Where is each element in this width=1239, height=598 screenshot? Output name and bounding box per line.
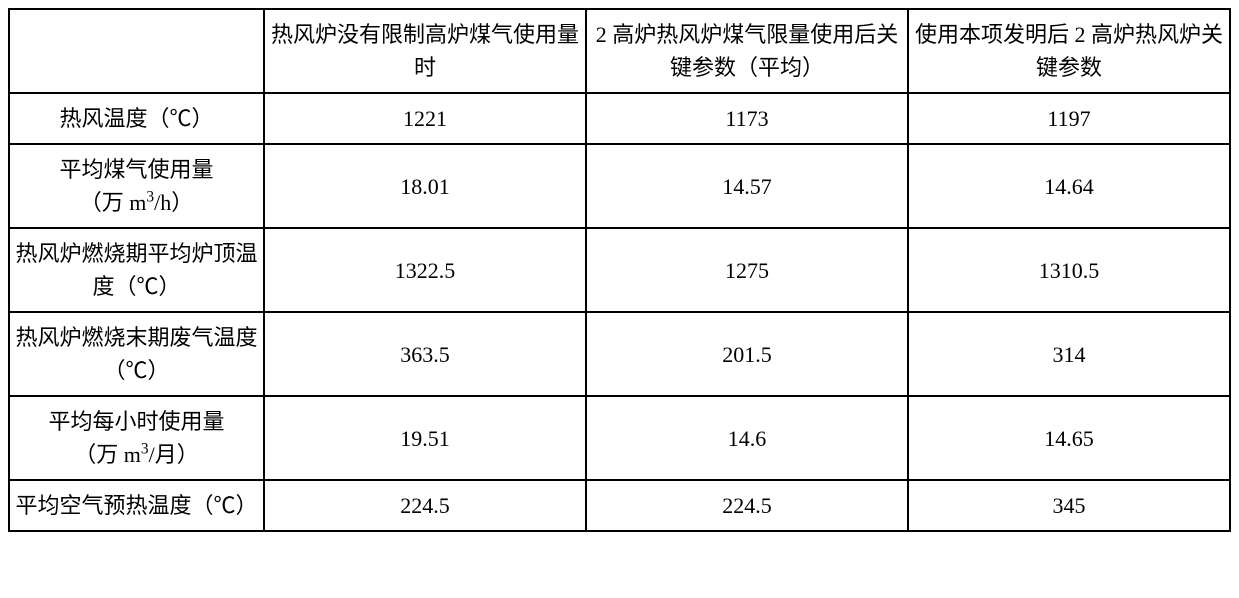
cell-5-1: 224.5: [586, 480, 908, 531]
cell-0-0: 1221: [264, 93, 586, 144]
table-row: 热风炉燃烧期平均炉顶温度（℃） 1322.5 1275 1310.5: [9, 228, 1230, 312]
row-label-5: 平均空气预热温度（℃）: [9, 480, 264, 531]
header-cell-0: [9, 9, 264, 93]
cell-3-2: 314: [908, 312, 1230, 396]
table-row: 平均每小时使用量（万 m3/月） 19.51 14.6 14.65: [9, 396, 1230, 480]
cell-2-0: 1322.5: [264, 228, 586, 312]
cell-1-2: 14.64: [908, 144, 1230, 228]
cell-1-0: 18.01: [264, 144, 586, 228]
row-label-0: 热风温度（℃）: [9, 93, 264, 144]
cell-4-1: 14.6: [586, 396, 908, 480]
row-label-1: 平均煤气使用量（万 m3/h）: [9, 144, 264, 228]
header-row: 热风炉没有限制高炉煤气使用量时 2 高炉热风炉煤气限量使用后关键参数（平均） 使…: [9, 9, 1230, 93]
table-row: 热风温度（℃） 1221 1173 1197: [9, 93, 1230, 144]
cell-0-2: 1197: [908, 93, 1230, 144]
table-row: 平均煤气使用量（万 m3/h） 18.01 14.57 14.64: [9, 144, 1230, 228]
header-cell-1: 热风炉没有限制高炉煤气使用量时: [264, 9, 586, 93]
cell-1-1: 14.57: [586, 144, 908, 228]
cell-2-1: 1275: [586, 228, 908, 312]
cell-3-1: 201.5: [586, 312, 908, 396]
table-header: 热风炉没有限制高炉煤气使用量时 2 高炉热风炉煤气限量使用后关键参数（平均） 使…: [9, 9, 1230, 93]
header-cell-2: 2 高炉热风炉煤气限量使用后关键参数（平均）: [586, 9, 908, 93]
cell-3-0: 363.5: [264, 312, 586, 396]
cell-2-2: 1310.5: [908, 228, 1230, 312]
cell-0-1: 1173: [586, 93, 908, 144]
cell-4-2: 14.65: [908, 396, 1230, 480]
cell-5-2: 345: [908, 480, 1230, 531]
table-row: 热风炉燃烧末期废气温度（℃） 363.5 201.5 314: [9, 312, 1230, 396]
parameters-table: 热风炉没有限制高炉煤气使用量时 2 高炉热风炉煤气限量使用后关键参数（平均） 使…: [8, 8, 1231, 532]
cell-4-0: 19.51: [264, 396, 586, 480]
row-label-4: 平均每小时使用量（万 m3/月）: [9, 396, 264, 480]
header-cell-3: 使用本项发明后 2 高炉热风炉关键参数: [908, 9, 1230, 93]
row-label-3: 热风炉燃烧末期废气温度（℃）: [9, 312, 264, 396]
cell-5-0: 224.5: [264, 480, 586, 531]
table-body: 热风温度（℃） 1221 1173 1197 平均煤气使用量（万 m3/h） 1…: [9, 93, 1230, 531]
table-row: 平均空气预热温度（℃） 224.5 224.5 345: [9, 480, 1230, 531]
row-label-2: 热风炉燃烧期平均炉顶温度（℃）: [9, 228, 264, 312]
